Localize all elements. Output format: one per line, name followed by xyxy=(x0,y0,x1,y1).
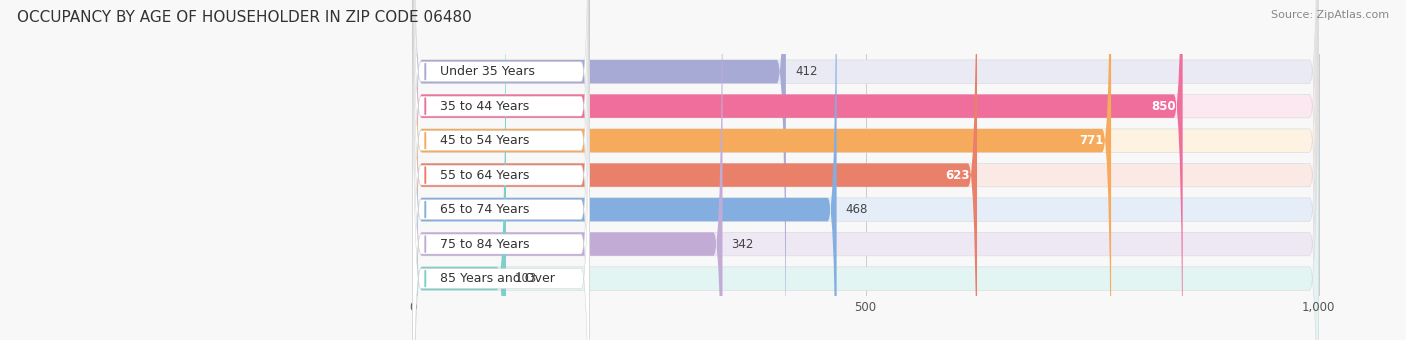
FancyBboxPatch shape xyxy=(413,0,1319,340)
Text: Source: ZipAtlas.com: Source: ZipAtlas.com xyxy=(1271,10,1389,20)
FancyBboxPatch shape xyxy=(413,0,723,340)
Text: 412: 412 xyxy=(794,65,817,78)
FancyBboxPatch shape xyxy=(413,0,1111,340)
FancyBboxPatch shape xyxy=(413,0,1319,340)
FancyBboxPatch shape xyxy=(413,0,589,340)
FancyBboxPatch shape xyxy=(413,0,1319,340)
FancyBboxPatch shape xyxy=(413,0,589,340)
Text: 103: 103 xyxy=(515,272,537,285)
FancyBboxPatch shape xyxy=(413,0,589,340)
Text: Under 35 Years: Under 35 Years xyxy=(440,65,534,78)
Text: 35 to 44 Years: 35 to 44 Years xyxy=(440,100,529,113)
FancyBboxPatch shape xyxy=(413,0,977,340)
Text: 850: 850 xyxy=(1150,100,1175,113)
FancyBboxPatch shape xyxy=(413,0,589,340)
Text: 468: 468 xyxy=(845,203,868,216)
Text: 65 to 74 Years: 65 to 74 Years xyxy=(440,203,529,216)
Text: OCCUPANCY BY AGE OF HOUSEHOLDER IN ZIP CODE 06480: OCCUPANCY BY AGE OF HOUSEHOLDER IN ZIP C… xyxy=(17,10,471,25)
Text: 75 to 84 Years: 75 to 84 Years xyxy=(440,238,530,251)
FancyBboxPatch shape xyxy=(413,0,1182,340)
Text: 771: 771 xyxy=(1080,134,1104,147)
Text: 623: 623 xyxy=(945,169,970,182)
FancyBboxPatch shape xyxy=(413,0,1319,340)
FancyBboxPatch shape xyxy=(413,0,589,340)
FancyBboxPatch shape xyxy=(413,0,1319,340)
FancyBboxPatch shape xyxy=(413,0,506,340)
Text: 55 to 64 Years: 55 to 64 Years xyxy=(440,169,529,182)
FancyBboxPatch shape xyxy=(413,0,786,340)
FancyBboxPatch shape xyxy=(413,0,589,340)
FancyBboxPatch shape xyxy=(413,0,837,340)
Text: 85 Years and Over: 85 Years and Over xyxy=(440,272,555,285)
FancyBboxPatch shape xyxy=(413,0,1319,340)
FancyBboxPatch shape xyxy=(413,0,1319,340)
FancyBboxPatch shape xyxy=(413,0,589,340)
Text: 342: 342 xyxy=(731,238,754,251)
Text: 45 to 54 Years: 45 to 54 Years xyxy=(440,134,529,147)
